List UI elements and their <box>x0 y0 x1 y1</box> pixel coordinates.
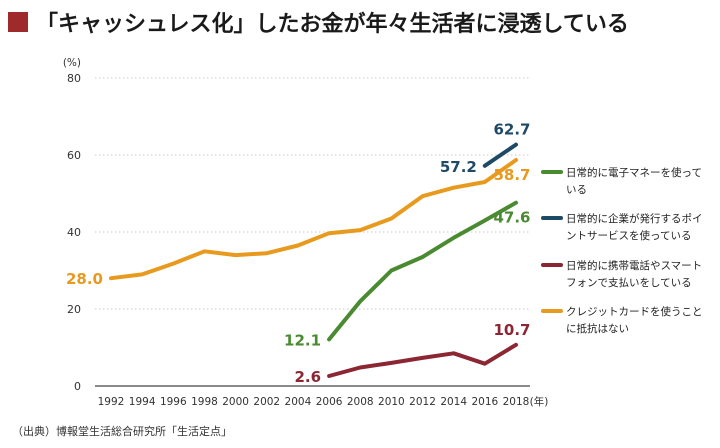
x-tick-label: 1996 <box>160 396 187 408</box>
x-tick-label: 2014 <box>440 396 467 408</box>
data-label: 62.7 <box>493 121 530 139</box>
data-label: 58.7 <box>493 166 530 184</box>
series-line <box>327 200 518 342</box>
x-tick-label: 1994 <box>129 396 156 408</box>
legend-label: ントサービスを使っている <box>566 229 691 242</box>
legend-label: フォンで支払いをしている <box>566 276 692 289</box>
x-axis-unit-label: (年) <box>530 395 549 408</box>
x-tick-label: 2018 <box>503 396 530 408</box>
data-label: 2.6 <box>294 368 321 386</box>
x-tick-label: 2004 <box>285 396 312 408</box>
series-line <box>482 142 518 168</box>
y-tick-label: 20 <box>67 303 81 316</box>
y-tick-label: 0 <box>74 380 81 393</box>
y-tick-label: 40 <box>67 226 81 239</box>
data-label: 12.1 <box>284 331 321 349</box>
chart-title: 「キャッシュレス化」したお金が年々生活者に浸透している <box>36 12 629 37</box>
y-axis-unit-label: (%) <box>63 57 81 69</box>
series-line <box>327 342 518 378</box>
legend-label: に抵抗はない <box>566 322 629 335</box>
legend-label: 日常的に企業が発行するポイ <box>566 212 703 225</box>
source-note: （出典）博報堂生活総合研究所「生活定点」 <box>12 425 232 438</box>
data-label: 10.7 <box>493 321 530 339</box>
legend-label: 日常的に携帯電話やスマート <box>566 259 702 272</box>
y-tick-label: 60 <box>67 149 81 162</box>
y-tick-label: 80 <box>67 72 81 85</box>
x-tick-label: 2008 <box>347 396 374 408</box>
x-tick-label: 1992 <box>98 396 125 408</box>
data-label: 28.0 <box>66 270 103 288</box>
legend-label: いる <box>566 184 587 196</box>
x-tick-label: 2010 <box>378 396 405 408</box>
series-line <box>109 158 518 281</box>
x-tick-label: 1998 <box>191 396 218 408</box>
x-tick-label: 2016 <box>471 396 498 408</box>
legend-label: 日常的に電子マネーを使って <box>566 166 702 179</box>
x-tick-label: 2006 <box>316 396 343 408</box>
x-tick-label: 2002 <box>253 396 280 408</box>
x-tick-label: 2012 <box>409 396 436 408</box>
x-tick-label: 2000 <box>222 396 249 408</box>
data-label: 47.6 <box>493 209 530 227</box>
data-label: 57.2 <box>440 158 477 176</box>
chart-title-block: 「キャッシュレス化」したお金が年々生活者に浸透している <box>8 4 629 40</box>
title-marker-square <box>8 12 28 32</box>
legend-label: クレジットカードを使うこと <box>566 305 703 318</box>
